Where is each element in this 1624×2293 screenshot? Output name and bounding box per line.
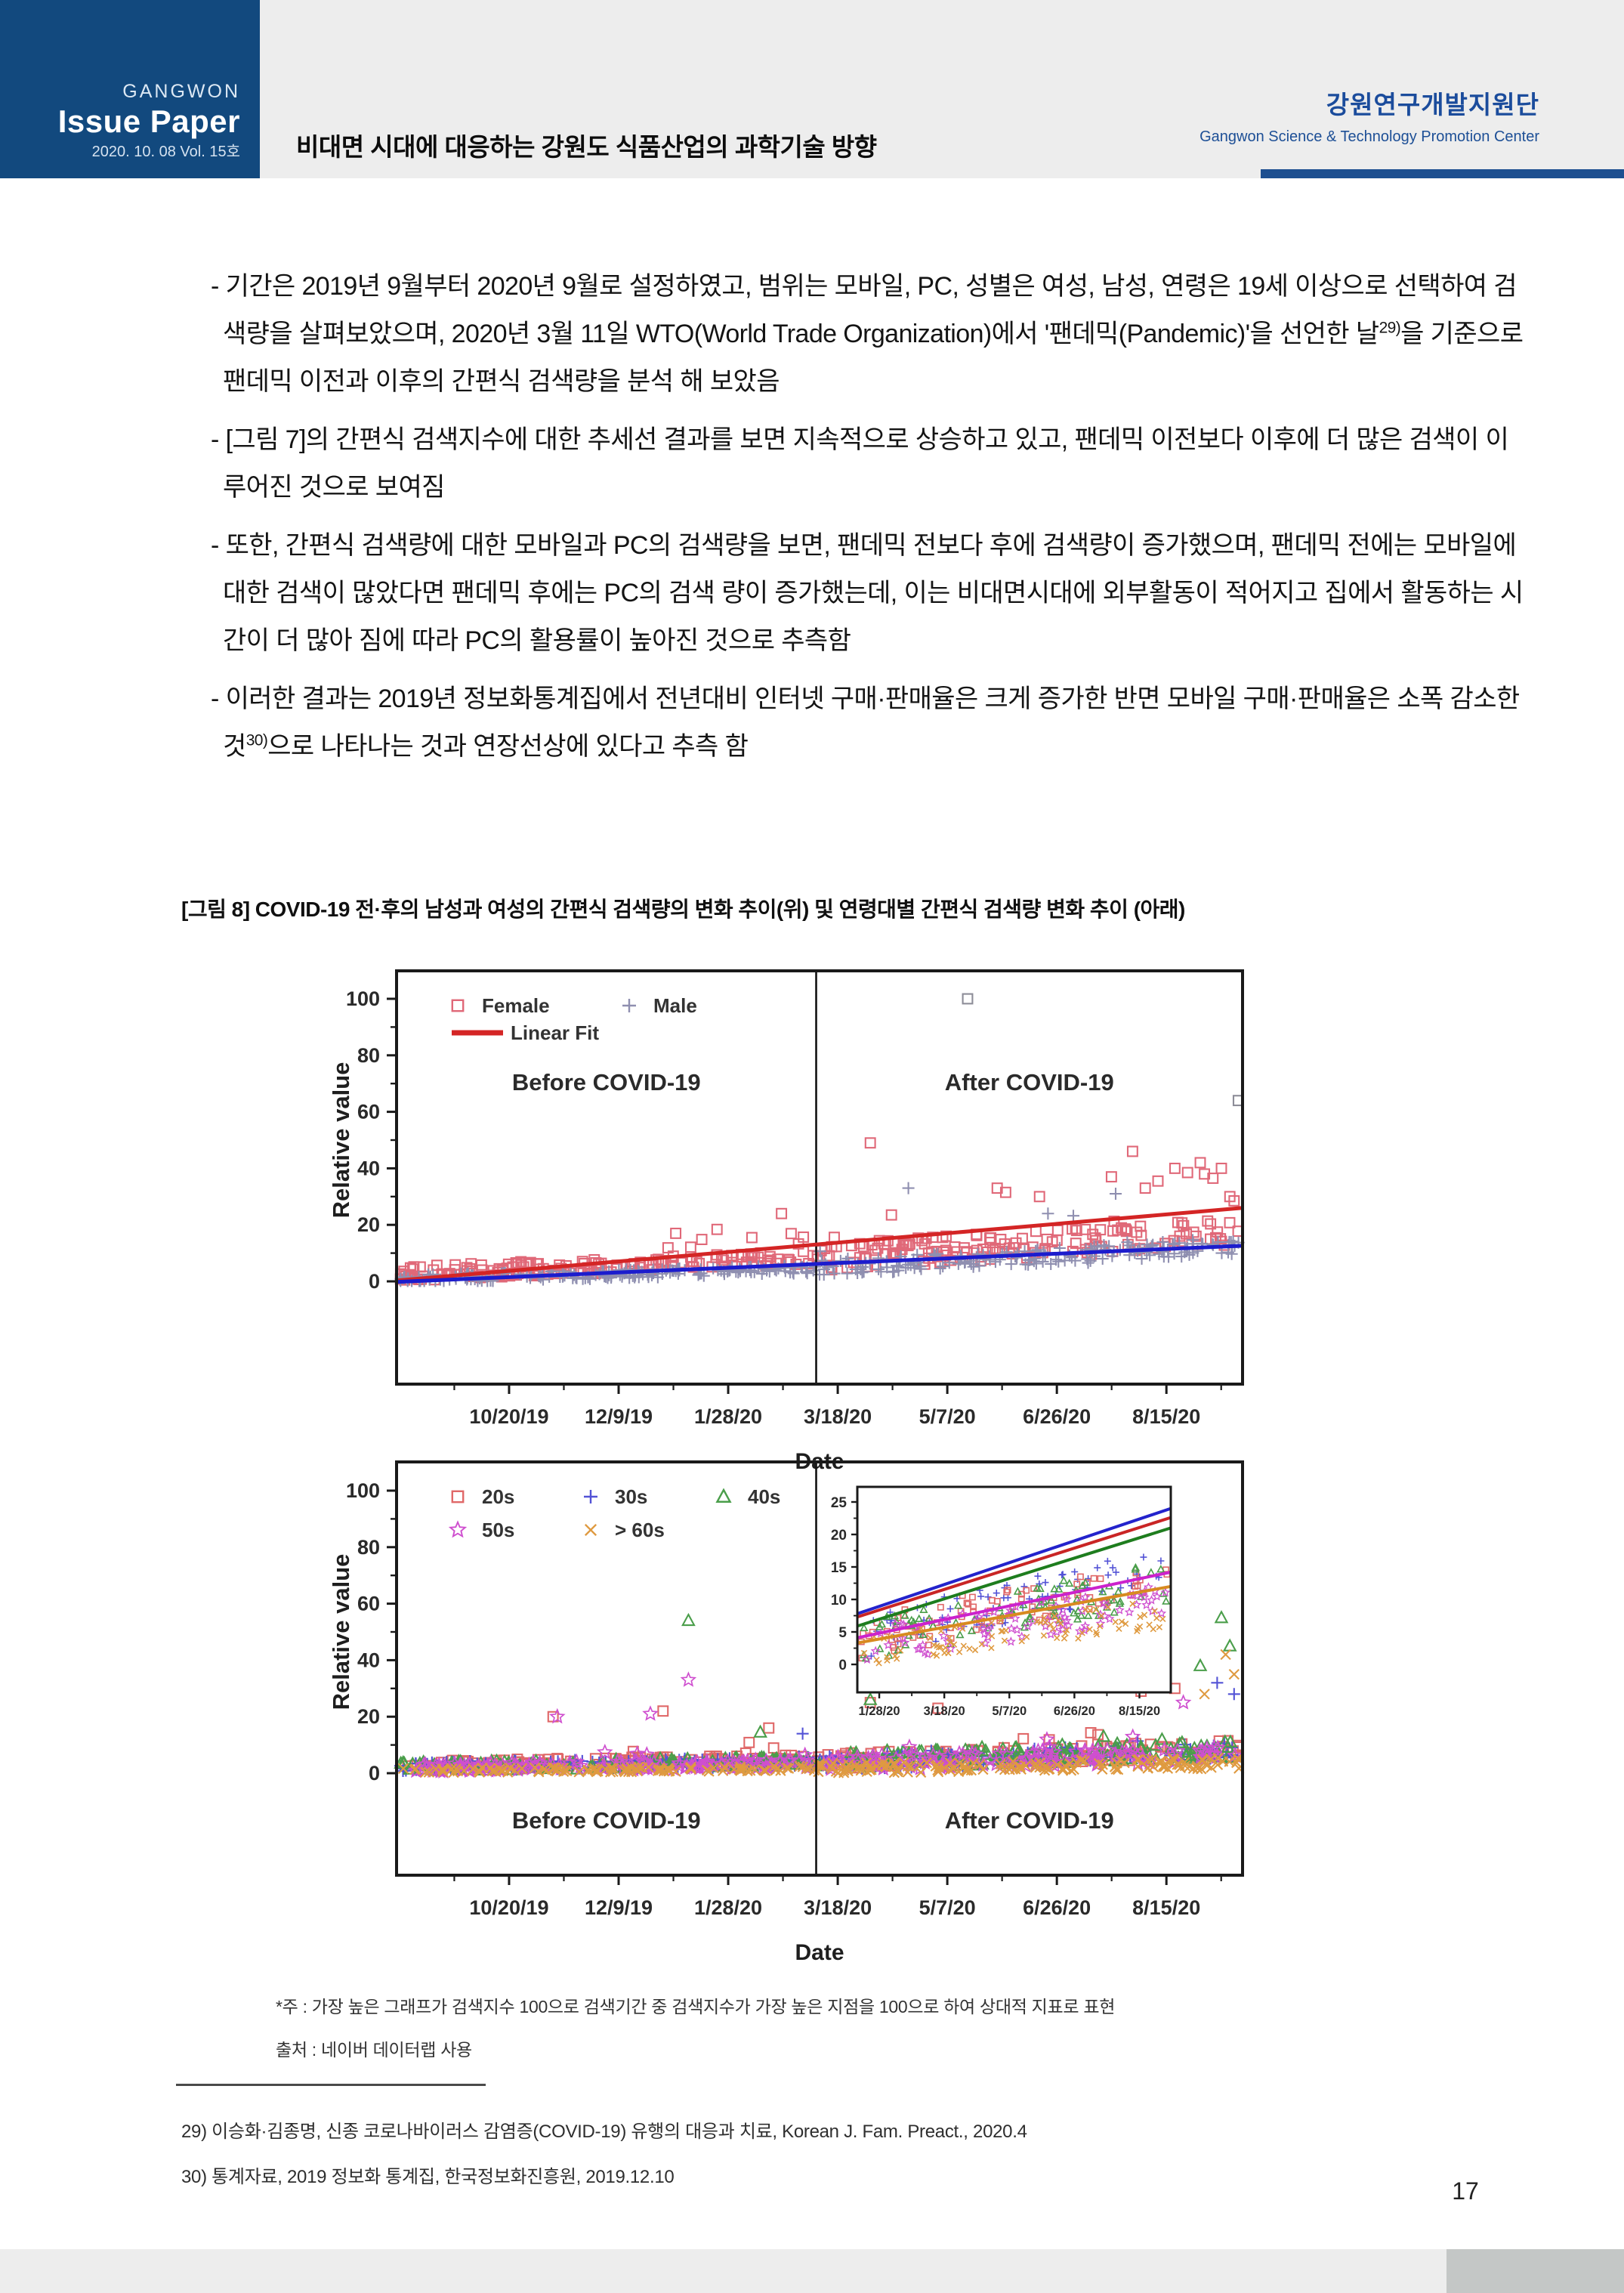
bullet-item: - 또한, 간편식 검색량에 대한 모바일과 PC의 검색량을 보면, 팬데믹 … — [211, 531, 1524, 655]
svg-text:3/18/20: 3/18/20 — [804, 1405, 872, 1428]
svg-text:Before COVID-19: Before COVID-19 — [512, 1807, 701, 1834]
svg-text:40: 40 — [357, 1157, 380, 1179]
svg-text:Relative value: Relative value — [328, 1554, 354, 1710]
svg-text:> 60s: > 60s — [615, 1519, 665, 1541]
svg-text:After COVID-19: After COVID-19 — [945, 1807, 1114, 1834]
svg-text:25: 25 — [831, 1495, 848, 1511]
svg-text:Relative value: Relative value — [328, 1062, 354, 1219]
svg-text:12/9/19: 12/9/19 — [585, 1405, 653, 1428]
svg-text:60: 60 — [357, 1101, 380, 1123]
svg-text:80: 80 — [357, 1044, 380, 1067]
svg-text:5/7/20: 5/7/20 — [919, 1405, 976, 1428]
svg-text:100: 100 — [346, 1479, 380, 1502]
svg-text:5/7/20: 5/7/20 — [919, 1896, 976, 1919]
bullet-item: - 이러한 결과는 2019년 정보화통계집에서 전년대비 인터넷 구매·판매율… — [211, 685, 1520, 761]
svg-text:6/26/20: 6/26/20 — [1023, 1405, 1091, 1428]
figure-note-line: *주 : 가장 높은 그래프가 검색지수 100으로 검색기간 중 검색지수가 … — [276, 1997, 1116, 2016]
svg-text:60: 60 — [357, 1593, 380, 1615]
svg-text:6/26/20: 6/26/20 — [1023, 1896, 1091, 1919]
svg-text:30s: 30s — [615, 1485, 647, 1508]
brand-volume-date: 2020. 10. 08 Vol. 15호 — [91, 144, 240, 160]
svg-text:100: 100 — [346, 987, 380, 1010]
svg-text:40s: 40s — [748, 1485, 780, 1508]
svg-text:10/20/19: 10/20/19 — [469, 1405, 548, 1428]
svg-text:20s: 20s — [482, 1485, 514, 1508]
svg-text:8/15/20: 8/15/20 — [1132, 1896, 1200, 1919]
figure-notes: *주 : 가장 높은 그래프가 검색지수 100으로 검색기간 중 검색지수가 … — [276, 1986, 1115, 2072]
svg-text:12/9/19: 12/9/19 — [585, 1896, 653, 1919]
svg-text:Linear Fit: Linear Fit — [511, 1021, 599, 1044]
page-header: GANGWON Issue Paper 2020. 10. 08 Vol. 15… — [0, 0, 1624, 178]
svg-text:8/15/20: 8/15/20 — [1132, 1405, 1200, 1428]
bullet-item: - 기간은 2019년 9월부터 2020년 9월로 설정하였고, 범위는 모바… — [211, 272, 1524, 396]
svg-text:20: 20 — [357, 1705, 380, 1728]
svg-text:Date: Date — [795, 1940, 844, 1965]
brand-block: GANGWON Issue Paper 2020. 10. 08 Vol. 15… — [0, 0, 260, 178]
svg-text:0: 0 — [838, 1658, 847, 1673]
svg-text:1/28/20: 1/28/20 — [694, 1896, 762, 1919]
svg-text:After COVID-19: After COVID-19 — [945, 1069, 1114, 1096]
svg-text:Female: Female — [482, 994, 550, 1017]
svg-text:3/18/20: 3/18/20 — [924, 1704, 965, 1718]
svg-text:6/26/20: 6/26/20 — [1054, 1704, 1095, 1718]
svg-text:3/18/20: 3/18/20 — [804, 1896, 872, 1919]
svg-text:20: 20 — [357, 1213, 380, 1236]
org-name-english: Gangwon Science & Technology Promotion C… — [1199, 128, 1539, 145]
body-text: - 기간은 2019년 9월부터 2020년 9월로 설정하였고, 범위는 모바… — [211, 263, 1527, 781]
svg-text:5: 5 — [838, 1625, 847, 1641]
svg-text:5/7/20: 5/7/20 — [992, 1704, 1027, 1718]
svg-text:Before COVID-19: Before COVID-19 — [512, 1069, 701, 1096]
footnote-divider — [176, 2084, 486, 2086]
document-title: 비대면 시대에 대응하는 강원도 식품산업의 과학기술 방향 — [296, 133, 877, 161]
svg-text:50s: 50s — [482, 1519, 514, 1541]
brand-issue-paper: Issue Paper — [57, 104, 240, 139]
svg-text:0: 0 — [369, 1762, 380, 1785]
footnote-item: 30) 통계자료, 2019 정보화 통계집, 한국정보화진흥원, 2019.1… — [181, 2167, 675, 2187]
svg-text:8/15/20: 8/15/20 — [1119, 1704, 1160, 1718]
svg-text:0: 0 — [369, 1270, 380, 1293]
org-name-korean: 강원연구개발지원단 — [1326, 91, 1539, 119]
footer-accent-block — [1446, 2249, 1624, 2293]
svg-text:20: 20 — [831, 1528, 847, 1544]
header-accent-bar — [1261, 169, 1624, 178]
svg-text:Male: Male — [653, 994, 697, 1017]
figure-source-line: 출처 : 네이버 데이터랩 사용 — [276, 2040, 472, 2060]
bullet-item: - [그림 7]의 간편식 검색지수에 대한 추세선 결과를 보면 지속적으로 … — [211, 425, 1509, 502]
svg-text:15: 15 — [831, 1560, 848, 1576]
svg-text:1/28/20: 1/28/20 — [859, 1704, 900, 1718]
page-footer — [0, 2249, 1624, 2293]
svg-text:40: 40 — [357, 1649, 380, 1671]
footnote-item: 29) 이승화·김종명, 신종 코로나바이러스 감염증(COVID-19) 유행… — [181, 2121, 1027, 2142]
svg-text:10: 10 — [831, 1593, 847, 1608]
footnotes: 29) 이승화·김종명, 신종 코로나바이러스 감염증(COVID-19) 유행… — [181, 2109, 1027, 2200]
page-number: 17 — [1452, 2177, 1479, 2205]
figure-caption: [그림 8] COVID-19 전·후의 남성과 여성의 간편식 검색량의 변화… — [181, 898, 1185, 921]
svg-text:10/20/19: 10/20/19 — [469, 1896, 548, 1919]
brand-gangwon: GANGWON — [122, 81, 240, 102]
svg-text:1/28/20: 1/28/20 — [694, 1405, 762, 1428]
svg-text:80: 80 — [357, 1536, 380, 1559]
